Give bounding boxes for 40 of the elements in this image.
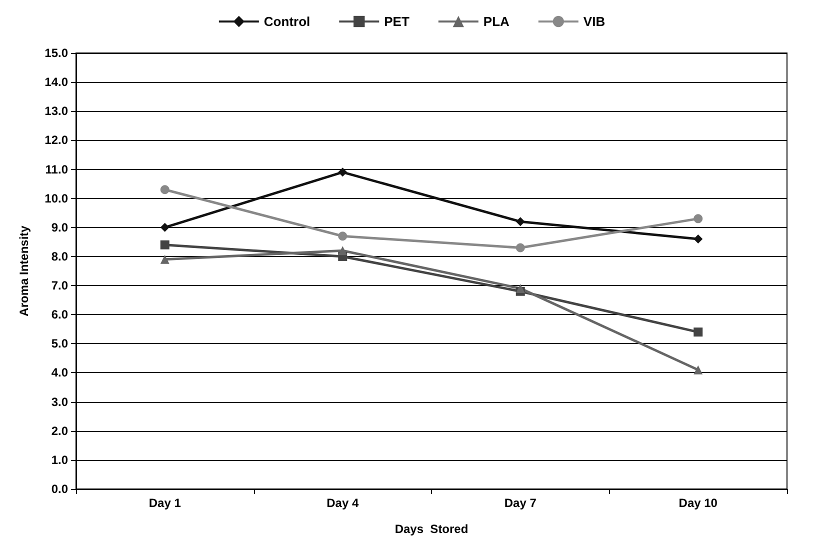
y-tick-label: 15.0 xyxy=(44,46,68,60)
legend-label: PET xyxy=(384,14,410,29)
x-tick-label: Day 10 xyxy=(678,496,718,510)
point xyxy=(694,214,703,224)
y-tick-label: 13.0 xyxy=(44,104,68,118)
legend-label: VIB xyxy=(583,14,606,29)
point xyxy=(338,168,348,177)
point xyxy=(516,217,525,226)
y-tick-label: 7.0 xyxy=(51,278,68,293)
y-tick-label: 10.0 xyxy=(44,191,68,206)
y-tick-label: 12.0 xyxy=(44,133,68,148)
y-tick-label: 4.0 xyxy=(51,366,68,380)
legend-label: Control xyxy=(264,14,310,29)
y-tick-label: 14.0 xyxy=(44,75,68,90)
y-tick-label: 1.0 xyxy=(51,452,68,467)
y-tick-label: 6.0 xyxy=(51,308,68,322)
x-tick-label: Day 1 xyxy=(148,496,182,510)
y-tick-label: 2.0 xyxy=(51,424,68,438)
point xyxy=(160,185,170,194)
y-tick-label: 3.0 xyxy=(51,394,68,409)
legend-label: PLA xyxy=(483,14,510,29)
point xyxy=(338,246,348,256)
point xyxy=(694,234,703,244)
x-tick-label: Day 7 xyxy=(504,496,537,510)
x-tick-label: Day 4 xyxy=(326,496,359,510)
point xyxy=(694,365,703,374)
point xyxy=(160,240,170,250)
point xyxy=(516,284,525,293)
y-axis-title: Aroma Intensity xyxy=(17,225,31,316)
point xyxy=(160,222,170,232)
y-tick-label: 11.0 xyxy=(45,162,68,176)
y-tick-label: 8.0 xyxy=(51,249,68,264)
y-tick-label: 9.0 xyxy=(51,220,68,234)
y-tick-label: 0.0 xyxy=(51,482,68,496)
point xyxy=(694,328,703,337)
point xyxy=(160,254,170,264)
point xyxy=(338,232,348,241)
y-tick-label: 5.0 xyxy=(51,336,68,351)
point xyxy=(516,243,525,252)
x-axis-title: Days Stored xyxy=(394,522,468,536)
